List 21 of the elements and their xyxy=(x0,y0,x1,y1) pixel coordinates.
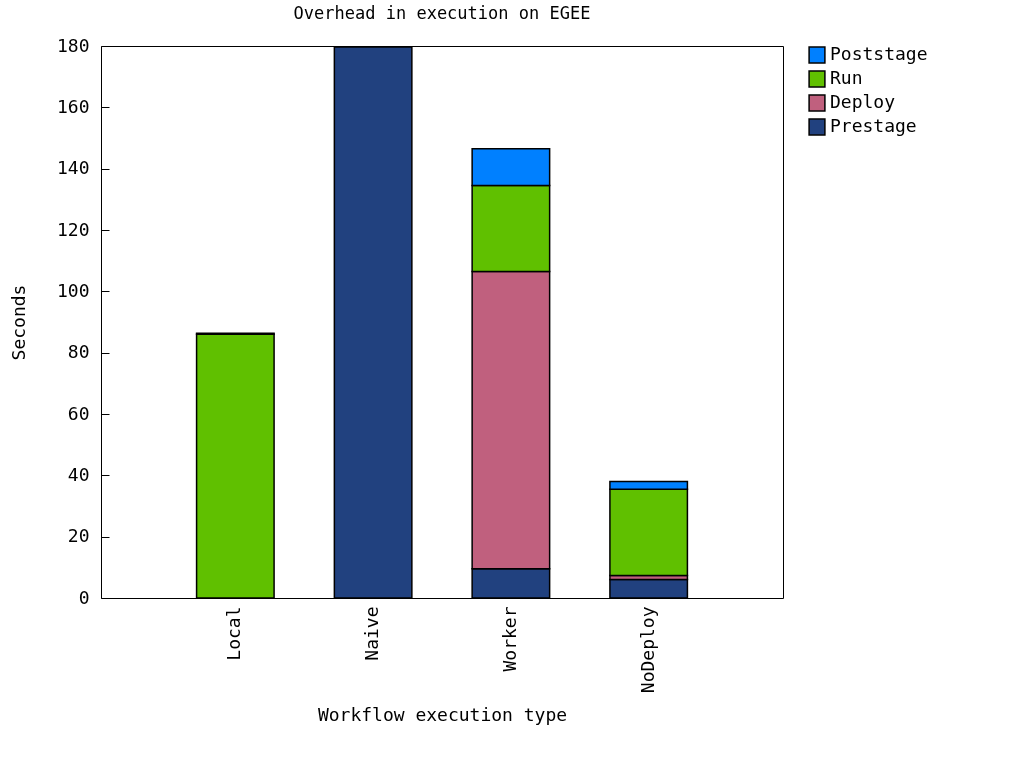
x-axis-title: Workflow execution type xyxy=(317,704,568,726)
x-tick-label: Local xyxy=(223,606,245,661)
y-axis-title: Seconds xyxy=(7,284,29,361)
y-tick-label: 100 xyxy=(56,279,90,301)
y-tick-label: 0 xyxy=(78,586,90,608)
legend-label: Run xyxy=(830,67,863,88)
y-tick-label: 40 xyxy=(67,463,90,485)
legend-label: Prestage xyxy=(830,115,917,136)
x-tick-label: Naive xyxy=(361,606,383,661)
y-tick-label: 180 xyxy=(56,34,90,56)
x-tick-label: NoDeploy xyxy=(636,606,658,694)
y-tick-label: 120 xyxy=(56,218,90,240)
y-tick-label: 160 xyxy=(56,95,90,117)
y-tick-label: 140 xyxy=(56,157,90,179)
chart-title: Overhead in execution on EGEE xyxy=(293,3,591,23)
y-tick-label: 80 xyxy=(67,341,90,363)
legend-label: Poststage xyxy=(830,43,928,64)
legend-label: Deploy xyxy=(830,91,896,112)
y-tick-label: 60 xyxy=(67,402,90,424)
y-tick-label: 20 xyxy=(67,525,90,547)
x-tick-label: Worker xyxy=(498,606,520,672)
